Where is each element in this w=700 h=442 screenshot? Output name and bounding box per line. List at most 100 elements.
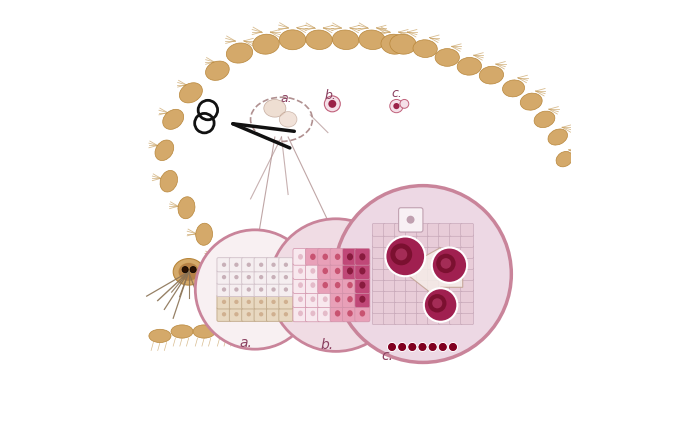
FancyBboxPatch shape (394, 267, 407, 280)
Ellipse shape (206, 61, 230, 80)
Ellipse shape (222, 312, 226, 316)
FancyBboxPatch shape (342, 305, 358, 322)
Ellipse shape (214, 245, 230, 267)
FancyBboxPatch shape (394, 312, 407, 324)
Ellipse shape (222, 300, 226, 304)
Ellipse shape (418, 343, 427, 351)
FancyBboxPatch shape (439, 234, 452, 248)
Circle shape (419, 343, 426, 351)
Circle shape (391, 244, 412, 265)
FancyBboxPatch shape (230, 282, 244, 297)
Ellipse shape (428, 343, 437, 351)
Ellipse shape (304, 312, 326, 325)
FancyBboxPatch shape (318, 305, 332, 322)
Ellipse shape (556, 152, 573, 167)
FancyBboxPatch shape (449, 267, 463, 280)
FancyBboxPatch shape (267, 258, 281, 272)
FancyBboxPatch shape (461, 267, 473, 280)
Ellipse shape (347, 253, 353, 260)
FancyBboxPatch shape (230, 307, 244, 321)
FancyBboxPatch shape (405, 256, 419, 269)
Ellipse shape (323, 268, 328, 274)
FancyBboxPatch shape (416, 267, 429, 280)
FancyBboxPatch shape (394, 278, 407, 292)
FancyBboxPatch shape (372, 290, 385, 302)
Ellipse shape (323, 282, 328, 288)
Ellipse shape (449, 343, 457, 351)
FancyBboxPatch shape (217, 295, 231, 309)
FancyBboxPatch shape (305, 248, 321, 265)
Ellipse shape (360, 310, 365, 316)
FancyBboxPatch shape (372, 312, 385, 324)
Circle shape (182, 267, 188, 273)
FancyBboxPatch shape (394, 256, 407, 269)
FancyBboxPatch shape (267, 295, 281, 309)
Ellipse shape (272, 287, 276, 292)
Ellipse shape (222, 263, 226, 267)
Ellipse shape (390, 34, 416, 54)
FancyBboxPatch shape (241, 258, 256, 272)
FancyBboxPatch shape (372, 234, 385, 248)
Ellipse shape (548, 129, 568, 145)
FancyBboxPatch shape (355, 277, 370, 293)
Ellipse shape (272, 312, 276, 316)
Ellipse shape (503, 80, 524, 97)
Ellipse shape (155, 140, 174, 160)
FancyBboxPatch shape (330, 248, 345, 265)
Ellipse shape (253, 34, 279, 54)
FancyBboxPatch shape (439, 312, 452, 324)
Ellipse shape (347, 310, 353, 316)
FancyBboxPatch shape (241, 295, 256, 309)
Ellipse shape (335, 268, 340, 274)
FancyBboxPatch shape (398, 208, 423, 232)
FancyBboxPatch shape (254, 270, 268, 284)
Ellipse shape (298, 297, 303, 302)
Circle shape (270, 219, 402, 351)
Ellipse shape (259, 263, 263, 267)
Text: c.: c. (382, 349, 393, 363)
FancyBboxPatch shape (461, 256, 473, 269)
Ellipse shape (534, 111, 555, 128)
Text: b.: b. (324, 89, 336, 103)
FancyBboxPatch shape (241, 307, 256, 321)
FancyBboxPatch shape (384, 312, 396, 324)
Ellipse shape (226, 43, 253, 63)
Ellipse shape (520, 93, 542, 110)
Ellipse shape (284, 275, 288, 279)
FancyBboxPatch shape (279, 307, 293, 321)
FancyBboxPatch shape (461, 301, 473, 314)
FancyBboxPatch shape (449, 256, 463, 269)
Circle shape (324, 96, 340, 112)
FancyBboxPatch shape (384, 290, 396, 302)
FancyBboxPatch shape (428, 234, 440, 248)
Ellipse shape (335, 282, 340, 288)
FancyBboxPatch shape (449, 301, 463, 314)
FancyBboxPatch shape (372, 267, 385, 280)
Ellipse shape (298, 254, 303, 259)
FancyBboxPatch shape (318, 263, 332, 279)
Ellipse shape (457, 57, 482, 75)
FancyBboxPatch shape (342, 248, 358, 265)
Ellipse shape (222, 287, 226, 292)
Ellipse shape (193, 325, 215, 338)
Ellipse shape (310, 268, 315, 274)
FancyBboxPatch shape (305, 305, 321, 322)
Circle shape (440, 258, 452, 269)
Ellipse shape (335, 254, 340, 260)
FancyBboxPatch shape (461, 246, 473, 258)
FancyBboxPatch shape (330, 291, 345, 308)
FancyBboxPatch shape (355, 291, 370, 308)
Circle shape (393, 103, 400, 109)
Ellipse shape (234, 275, 239, 279)
Ellipse shape (347, 296, 353, 302)
FancyBboxPatch shape (293, 305, 308, 322)
FancyBboxPatch shape (267, 307, 281, 321)
Ellipse shape (178, 263, 199, 281)
Ellipse shape (298, 268, 303, 274)
Ellipse shape (234, 263, 239, 267)
Circle shape (408, 343, 416, 351)
FancyBboxPatch shape (384, 267, 396, 280)
FancyBboxPatch shape (384, 256, 396, 269)
Ellipse shape (246, 263, 251, 267)
FancyBboxPatch shape (439, 256, 452, 269)
